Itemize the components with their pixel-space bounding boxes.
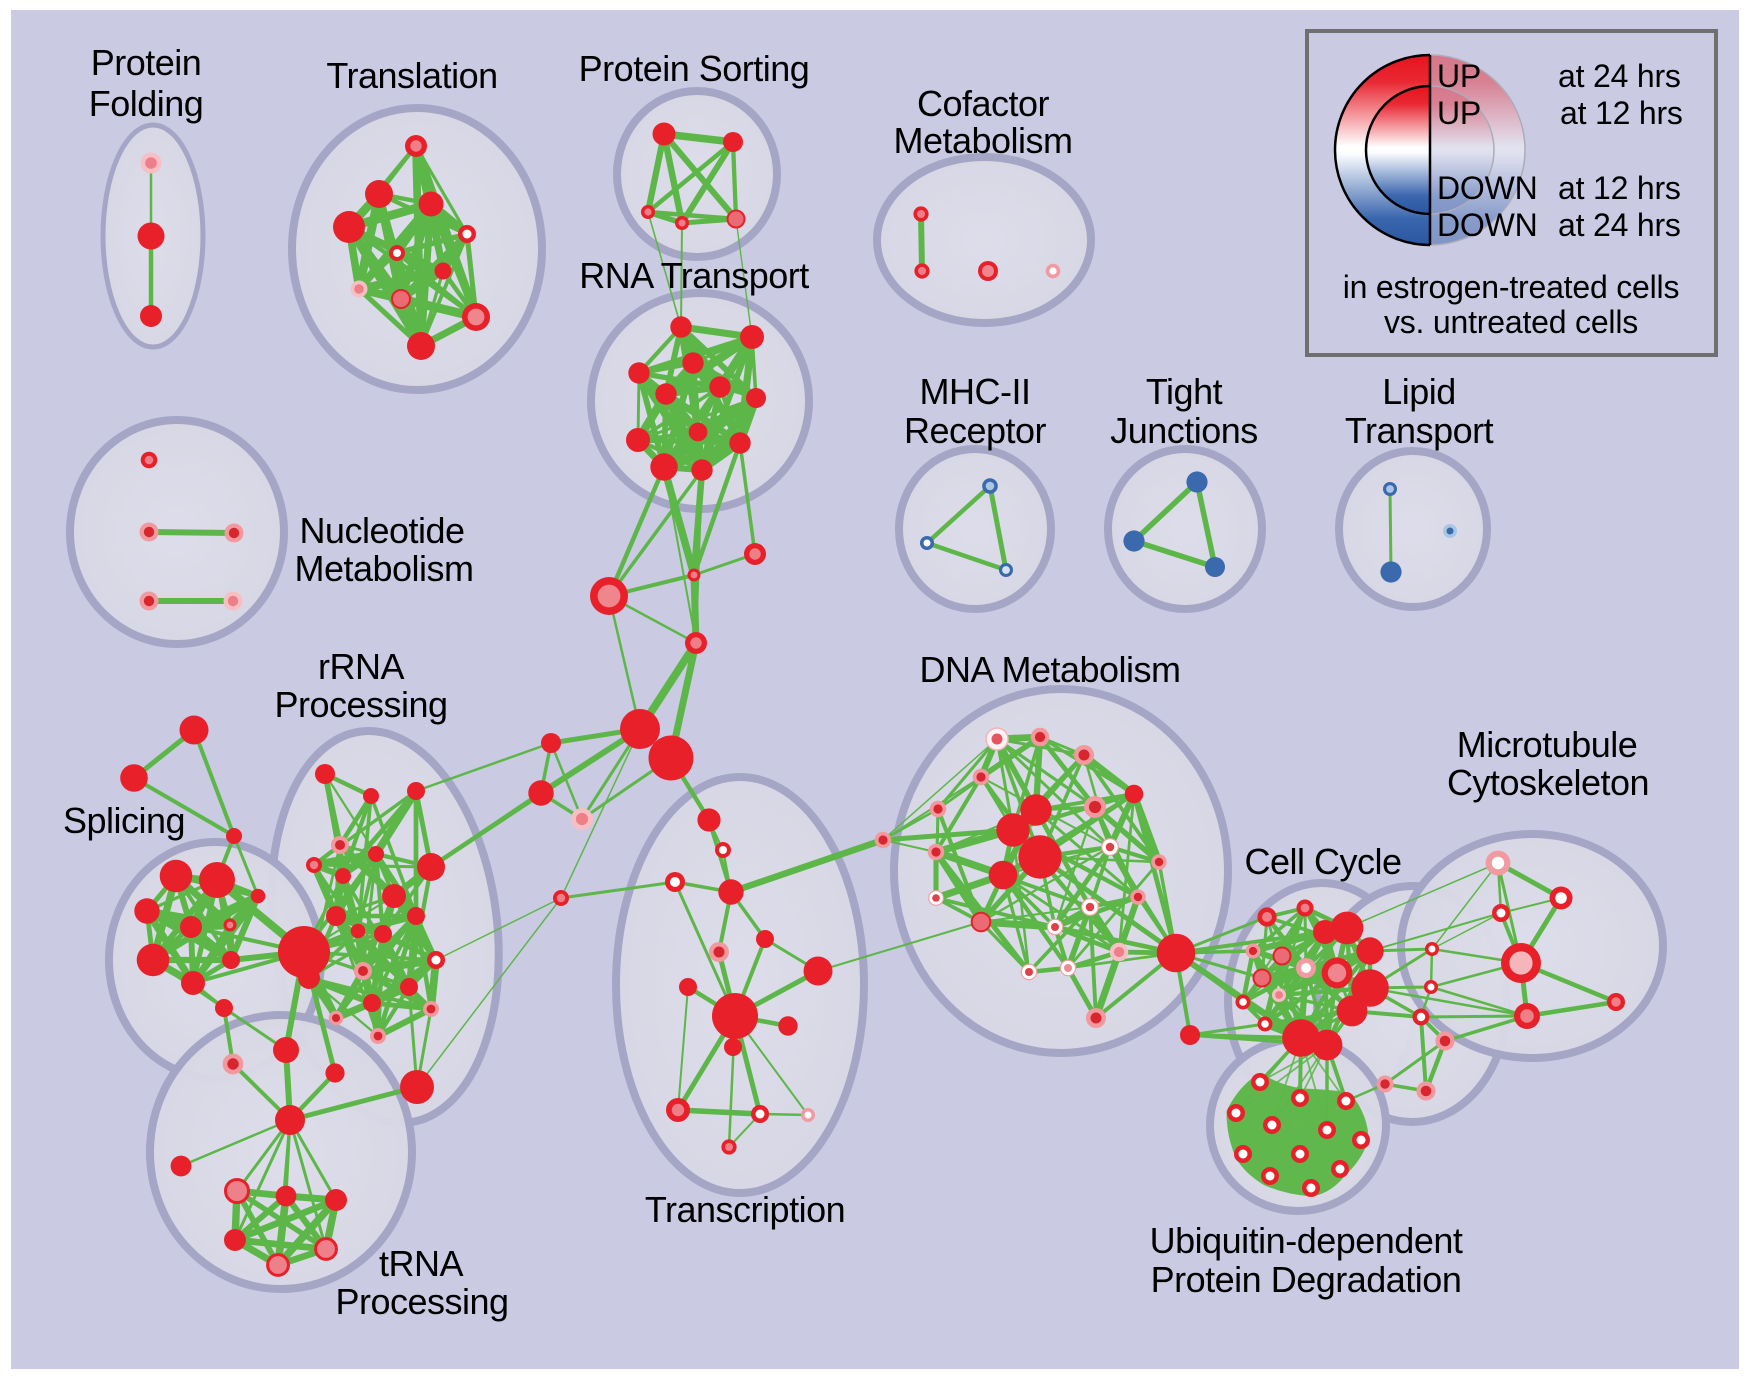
svg-text:Metabolism: Metabolism xyxy=(294,548,473,589)
svg-text:Junctions: Junctions xyxy=(1110,410,1258,451)
svg-text:Lipid: Lipid xyxy=(1382,371,1456,412)
svg-text:Transcription: Transcription xyxy=(645,1189,845,1230)
svg-text:DNA Metabolism: DNA Metabolism xyxy=(919,649,1180,690)
svg-text:Protein Degradation: Protein Degradation xyxy=(1151,1259,1462,1300)
svg-text:at 12 hrs: at 12 hrs xyxy=(1560,95,1683,131)
svg-text:tRNA: tRNA xyxy=(379,1243,463,1284)
svg-text:vs. untreated cells: vs. untreated cells xyxy=(1384,304,1638,340)
svg-text:Cytoskeleton: Cytoskeleton xyxy=(1447,762,1649,803)
svg-text:Receptor: Receptor xyxy=(904,410,1047,451)
svg-text:Splicing: Splicing xyxy=(63,800,185,841)
svg-text:in estrogen-treated cells: in estrogen-treated cells xyxy=(1343,269,1680,305)
svg-text:Translation: Translation xyxy=(326,55,497,96)
svg-text:at 24 hrs: at 24 hrs xyxy=(1558,58,1681,94)
svg-text:MHC-II: MHC-II xyxy=(920,371,1031,412)
svg-text:Metabolism: Metabolism xyxy=(893,120,1072,161)
svg-text:DOWN: DOWN xyxy=(1437,207,1538,243)
svg-text:Processing: Processing xyxy=(274,684,447,725)
svg-text:Processing: Processing xyxy=(335,1281,508,1322)
svg-text:Microtubule: Microtubule xyxy=(1457,724,1638,765)
svg-text:at 12 hrs: at 12 hrs xyxy=(1558,170,1681,206)
svg-text:Tight: Tight xyxy=(1146,371,1223,412)
svg-text:Cell Cycle: Cell Cycle xyxy=(1244,841,1401,882)
svg-text:Protein Sorting: Protein Sorting xyxy=(579,48,810,89)
svg-text:Folding: Folding xyxy=(89,83,204,124)
svg-text:Protein: Protein xyxy=(91,42,202,83)
svg-text:Ubiquitin-dependent: Ubiquitin-dependent xyxy=(1150,1220,1463,1261)
svg-text:UP: UP xyxy=(1437,95,1481,131)
svg-text:DOWN: DOWN xyxy=(1437,170,1538,206)
svg-text:Transport: Transport xyxy=(1345,410,1494,451)
svg-text:Cofactor: Cofactor xyxy=(917,83,1050,124)
svg-text:UP: UP xyxy=(1437,58,1481,94)
svg-text:at 24 hrs: at 24 hrs xyxy=(1558,207,1681,243)
svg-text:RNA Transport: RNA Transport xyxy=(579,255,809,296)
svg-text:Nucleotide: Nucleotide xyxy=(299,510,464,551)
svg-text:rRNA: rRNA xyxy=(318,646,404,687)
